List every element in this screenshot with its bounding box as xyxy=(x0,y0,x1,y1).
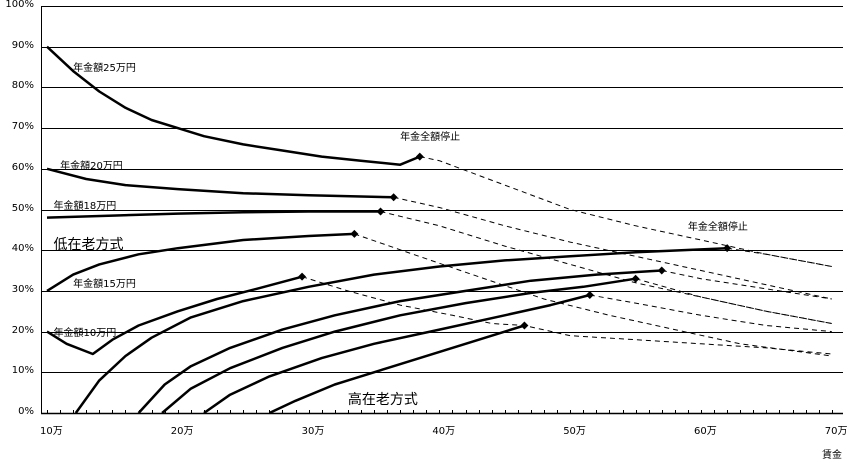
x-tick-label: 70万 xyxy=(824,426,848,437)
annotation-label: 年金全額停止 xyxy=(400,132,461,144)
series-line xyxy=(161,277,636,414)
series-line xyxy=(74,246,728,414)
diamond-marker-icon xyxy=(298,272,307,281)
y-tick-label: 60% xyxy=(11,161,34,173)
y-tick-label: 30% xyxy=(11,283,34,295)
y-tick-label: 20% xyxy=(11,324,34,336)
x-tick-label: 20万 xyxy=(170,426,194,437)
x-axis-title: 賃金 xyxy=(822,450,842,461)
series-markers xyxy=(298,152,732,330)
diamond-marker-icon xyxy=(389,193,398,202)
diamond-marker-icon xyxy=(415,152,424,161)
series-line xyxy=(46,45,421,166)
x-tick-label: 10万 xyxy=(40,426,63,437)
y-tick-label: 80% xyxy=(11,80,34,92)
y-tick-label: 40% xyxy=(11,243,34,255)
y-tick-label: 0% xyxy=(18,406,34,417)
series-line-dashed xyxy=(380,211,832,324)
series-line xyxy=(203,293,591,415)
series-line xyxy=(46,167,394,199)
diamond-marker-icon xyxy=(723,244,732,253)
x-tick-label: 30万 xyxy=(301,426,325,437)
series-line-dashed xyxy=(354,233,832,357)
series-line-dashed xyxy=(661,270,832,300)
annotation-label: 年金額25万円 xyxy=(73,63,136,75)
series-lines xyxy=(46,45,832,415)
series-line-dashed xyxy=(727,247,832,267)
series-line-dashed xyxy=(635,278,832,324)
diamond-marker-icon xyxy=(631,274,640,283)
series-line-dashed xyxy=(419,156,832,267)
series-line-dashed xyxy=(393,196,832,300)
series-line xyxy=(268,324,525,415)
annotation-label: 年金額15万円 xyxy=(73,278,136,290)
diamond-marker-icon xyxy=(657,266,666,275)
series-line xyxy=(46,275,303,356)
y-tick-label: 70% xyxy=(11,121,34,133)
y-tick-label: 100% xyxy=(5,0,34,10)
diamond-marker-icon xyxy=(520,321,529,330)
series-line xyxy=(46,210,381,219)
x-tick-label: 40万 xyxy=(432,426,456,437)
series-line xyxy=(46,232,355,292)
axes xyxy=(41,6,843,415)
annotation-label: 年金額20万円 xyxy=(60,160,123,172)
diamond-marker-icon xyxy=(585,290,594,299)
annotation-label: 年金全額停止 xyxy=(687,221,748,233)
annotation-label: 年金額10万円 xyxy=(53,327,117,339)
annotation-label: 年金額18万円 xyxy=(53,201,117,213)
x-tick-label: 50万 xyxy=(563,426,586,437)
diamond-marker-icon xyxy=(350,229,359,238)
y-tick-label: 50% xyxy=(11,202,34,214)
annotation-label: 低在老方式 xyxy=(53,237,124,254)
diamond-marker-icon xyxy=(376,207,385,216)
series-line-dashed xyxy=(589,294,832,333)
y-tick-label: 90% xyxy=(11,39,34,51)
gridlines xyxy=(41,6,843,373)
series-line xyxy=(137,269,662,414)
y-tick-label: 10% xyxy=(11,365,34,377)
annotation-label: 高在老方式 xyxy=(347,391,418,408)
x-tick-label: 60万 xyxy=(694,426,717,437)
